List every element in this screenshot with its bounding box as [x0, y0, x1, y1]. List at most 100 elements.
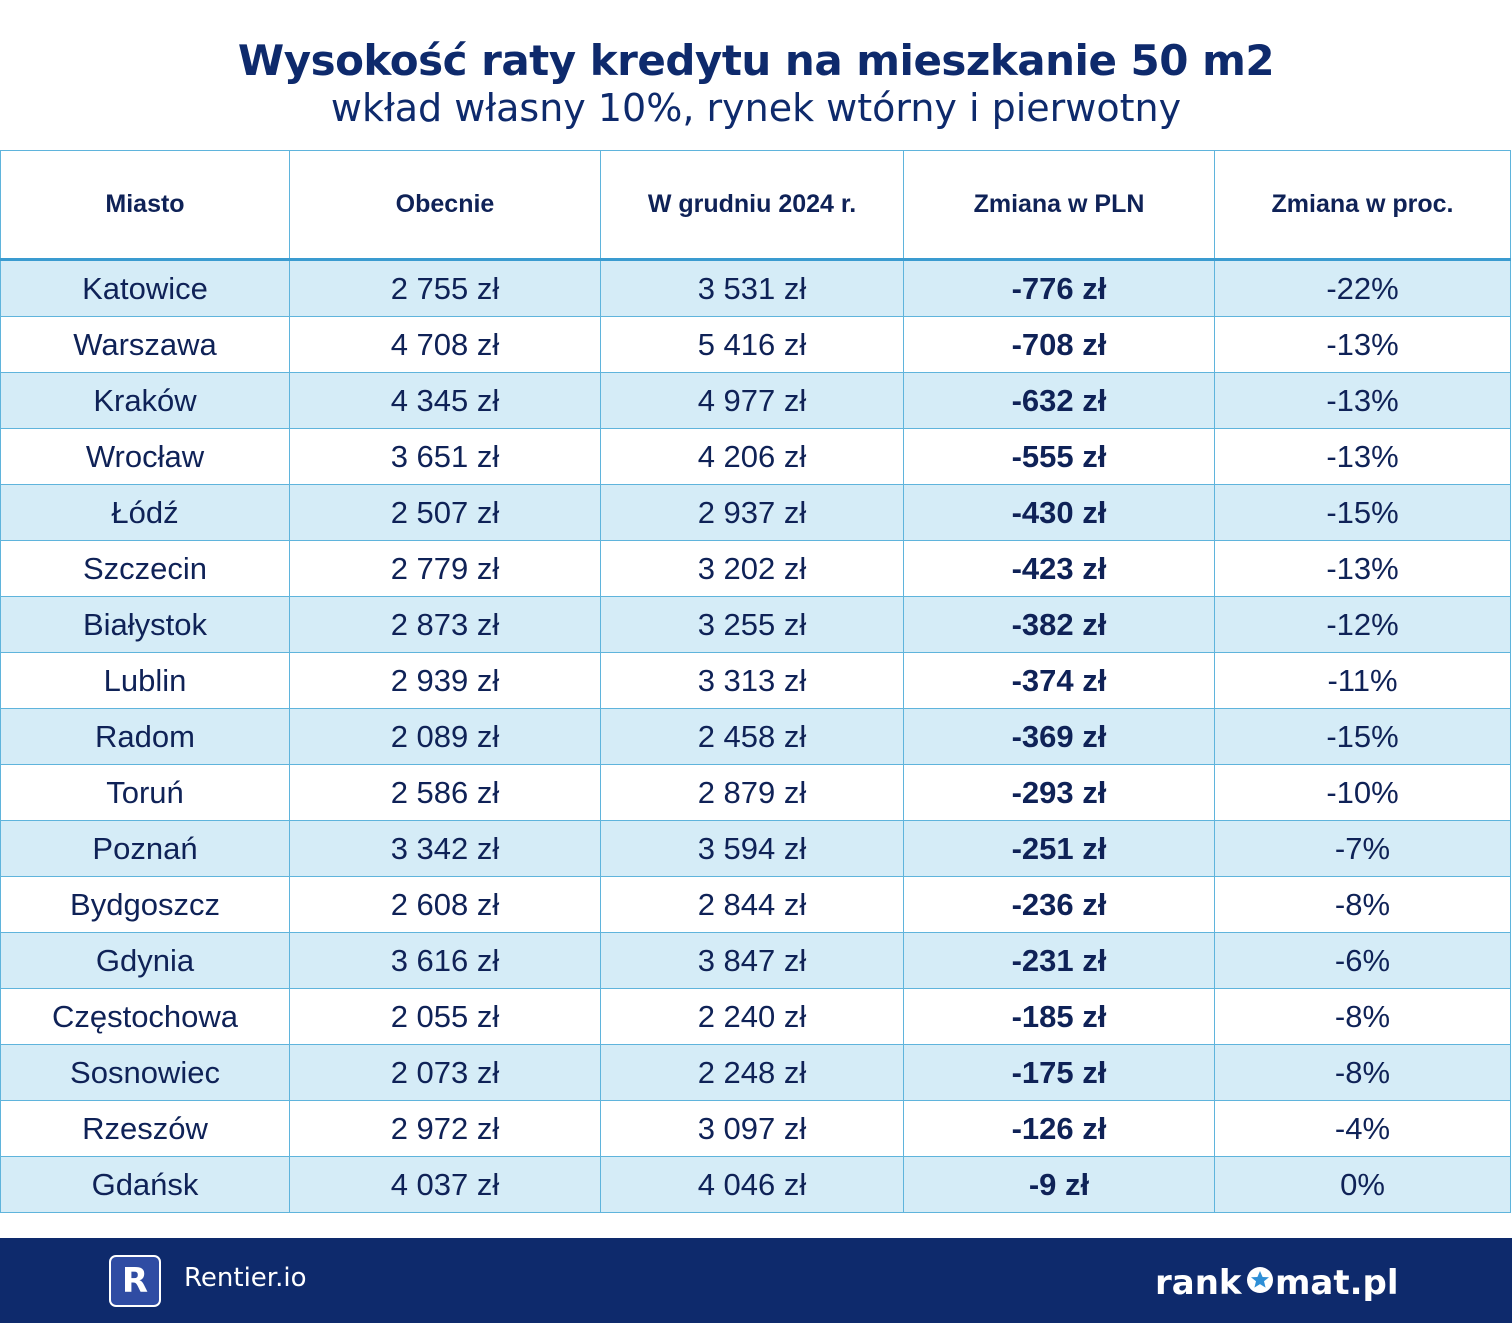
december-rate-cell: 5 416 zł — [600, 316, 904, 373]
change-pln-cell: -708 zł — [903, 316, 1215, 373]
change-percent-cell: -15% — [1214, 708, 1511, 765]
change-pln-cell: -632 zł — [903, 372, 1215, 429]
footer-bar: R Rentier.io rank mat.pl — [0, 1238, 1512, 1323]
city-cell: Toruń — [0, 764, 290, 821]
change-pln-cell: -231 zł — [903, 932, 1215, 989]
city-cell: Szczecin — [0, 540, 290, 597]
change-percent-cell: -13% — [1214, 540, 1511, 597]
city-cell: Łódź — [0, 484, 290, 541]
rates-table: Miasto Obecnie W grudniu 2024 r. Zmiana … — [0, 150, 1511, 1213]
table-row: Białystok 2 873 zł 3 255 zł -382 zł -12% — [0, 596, 1511, 653]
december-rate-cell: 2 248 zł — [600, 1044, 904, 1101]
current-rate-cell: 4 037 zł — [289, 1156, 601, 1213]
change-pln-cell: -382 zł — [903, 596, 1215, 653]
current-rate-cell: 2 586 zł — [289, 764, 601, 821]
city-cell: Lublin — [0, 652, 290, 709]
change-percent-cell: -11% — [1214, 652, 1511, 709]
table-row: Wrocław 3 651 zł 4 206 zł -555 zł -13% — [0, 428, 1511, 485]
current-rate-cell: 2 073 zł — [289, 1044, 601, 1101]
current-rate-cell: 2 939 zł — [289, 652, 601, 709]
rentier-logo-icon: R — [109, 1255, 161, 1307]
december-rate-cell: 4 977 zł — [600, 372, 904, 429]
change-pln-cell: -369 zł — [903, 708, 1215, 765]
rankomat-text-before: rank — [1155, 1263, 1243, 1303]
december-rate-cell: 3 531 zł — [600, 259, 904, 317]
table-row: Poznań 3 342 zł 3 594 zł -251 zł -7% — [0, 820, 1511, 877]
city-cell: Gdańsk — [0, 1156, 290, 1213]
change-percent-cell: -13% — [1214, 372, 1511, 429]
change-pln-cell: -9 zł — [903, 1156, 1215, 1213]
change-percent-cell: -22% — [1214, 259, 1511, 317]
table-row: Gdynia 3 616 zł 3 847 zł -231 zł -6% — [0, 932, 1511, 989]
december-rate-cell: 3 255 zł — [600, 596, 904, 653]
current-rate-cell: 2 055 zł — [289, 988, 601, 1045]
column-header: Zmiana w PLN — [903, 150, 1215, 261]
change-pln-cell: -126 zł — [903, 1100, 1215, 1157]
rentier-label: Rentier.io — [184, 1263, 307, 1293]
december-rate-cell: 2 240 zł — [600, 988, 904, 1045]
current-rate-cell: 2 608 zł — [289, 876, 601, 933]
december-rate-cell: 2 844 zł — [600, 876, 904, 933]
current-rate-cell: 2 089 zł — [289, 708, 601, 765]
current-rate-cell: 2 779 zł — [289, 540, 601, 597]
change-pln-cell: -423 zł — [903, 540, 1215, 597]
change-pln-cell: -555 zł — [903, 428, 1215, 485]
table-row: Szczecin 2 779 zł 3 202 zł -423 zł -13% — [0, 540, 1511, 597]
table-row: Częstochowa 2 055 zł 2 240 zł -185 zł -8% — [0, 988, 1511, 1045]
city-cell: Poznań — [0, 820, 290, 877]
change-pln-cell: -175 zł — [903, 1044, 1215, 1101]
change-pln-cell: -236 zł — [903, 876, 1215, 933]
current-rate-cell: 3 651 zł — [289, 428, 601, 485]
city-cell: Warszawa — [0, 316, 290, 373]
december-rate-cell: 3 313 zł — [600, 652, 904, 709]
table-row: Sosnowiec 2 073 zł 2 248 zł -175 zł -8% — [0, 1044, 1511, 1101]
rankomat-logo: rank mat.pl — [1155, 1256, 1400, 1304]
column-header: Obecnie — [289, 150, 601, 261]
december-rate-cell: 3 594 zł — [600, 820, 904, 877]
city-cell: Białystok — [0, 596, 290, 653]
current-rate-cell: 3 616 zł — [289, 932, 601, 989]
december-rate-cell: 4 046 zł — [600, 1156, 904, 1213]
star-o-icon — [1247, 1267, 1273, 1293]
december-rate-cell: 3 097 zł — [600, 1100, 904, 1157]
rankomat-text-after: mat.pl — [1275, 1263, 1399, 1303]
change-percent-cell: -8% — [1214, 988, 1511, 1045]
table-row: Lublin 2 939 zł 3 313 zł -374 zł -11% — [0, 652, 1511, 709]
change-pln-cell: -374 zł — [903, 652, 1215, 709]
table-row: Kraków 4 345 zł 4 977 zł -632 zł -13% — [0, 372, 1511, 429]
table-row: Radom 2 089 zł 2 458 zł -369 zł -15% — [0, 708, 1511, 765]
change-percent-cell: -13% — [1214, 316, 1511, 373]
city-cell: Częstochowa — [0, 988, 290, 1045]
change-pln-cell: -430 zł — [903, 484, 1215, 541]
table-row: Gdańsk 4 037 zł 4 046 zł -9 zł 0% — [0, 1156, 1511, 1213]
table-row: Rzeszów 2 972 zł 3 097 zł -126 zł -4% — [0, 1100, 1511, 1157]
table-body: Katowice 2 755 zł 3 531 zł -776 zł -22% Warsz… — [0, 259, 1511, 1213]
city-cell: Gdynia — [0, 932, 290, 989]
city-cell: Sosnowiec — [0, 1044, 290, 1101]
column-header: Miasto — [0, 150, 290, 261]
current-rate-cell: 4 708 zł — [289, 316, 601, 373]
change-pln-cell: -776 zł — [903, 259, 1215, 317]
december-rate-cell: 3 202 zł — [600, 540, 904, 597]
december-rate-cell: 2 937 zł — [600, 484, 904, 541]
page-subtitle: wkład własny 10%, rynek wtórny i pierwot… — [330, 86, 1182, 130]
city-cell: Radom — [0, 708, 290, 765]
change-percent-cell: -12% — [1214, 596, 1511, 653]
december-rate-cell: 3 847 zł — [600, 932, 904, 989]
table-header-row: Miasto Obecnie W grudniu 2024 r. Zmiana … — [0, 150, 1511, 261]
city-cell: Bydgoszcz — [0, 876, 290, 933]
change-percent-cell: -13% — [1214, 428, 1511, 485]
table-row: Bydgoszcz 2 608 zł 2 844 zł -236 zł -8% — [0, 876, 1511, 933]
table-row: Łódź 2 507 zł 2 937 zł -430 zł -15% — [0, 484, 1511, 541]
change-pln-cell: -251 zł — [903, 820, 1215, 877]
december-rate-cell: 4 206 zł — [600, 428, 904, 485]
current-rate-cell: 3 342 zł — [289, 820, 601, 877]
change-percent-cell: -8% — [1214, 1044, 1511, 1101]
column-header: W grudniu 2024 r. — [600, 150, 904, 261]
table-row: Warszawa 4 708 zł 5 416 zł -708 zł -13% — [0, 316, 1511, 373]
table-row: Katowice 2 755 zł 3 531 zł -776 zł -22% — [0, 259, 1511, 317]
current-rate-cell: 2 507 zł — [289, 484, 601, 541]
december-rate-cell: 2 879 zł — [600, 764, 904, 821]
city-cell: Kraków — [0, 372, 290, 429]
change-percent-cell: -7% — [1214, 820, 1511, 877]
